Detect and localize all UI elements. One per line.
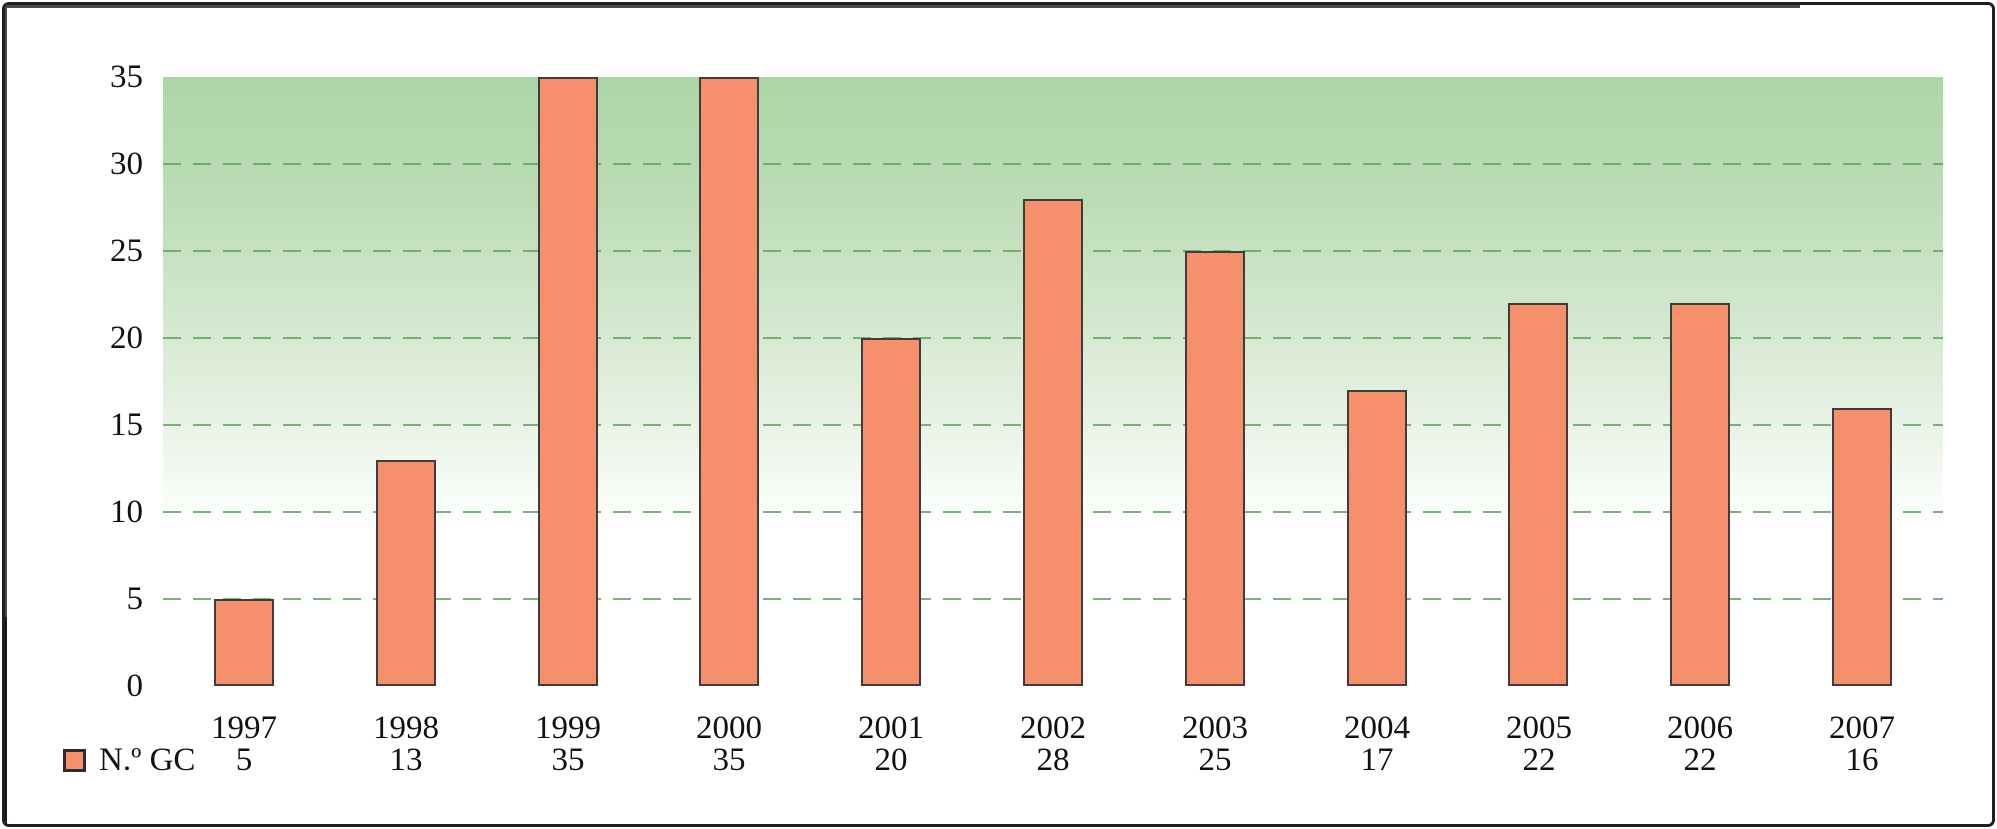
y-axis-label-25: 25 bbox=[110, 233, 143, 269]
x-axis-label-2001: 2001 bbox=[858, 710, 924, 746]
gridline-30 bbox=[163, 163, 1943, 165]
x-axis-label-2006: 2006 bbox=[1667, 710, 1733, 746]
y-axis-label-20: 20 bbox=[110, 320, 143, 356]
bar-1999 bbox=[538, 77, 598, 686]
bar-2004 bbox=[1347, 390, 1407, 686]
bar-2001 bbox=[861, 338, 921, 686]
legend-label: N.º GC bbox=[99, 742, 196, 778]
value-label-2001: 20 bbox=[874, 742, 908, 778]
bar-2003 bbox=[1185, 251, 1245, 686]
x-axis-label-2007: 2007 bbox=[1829, 710, 1895, 746]
y-axis-line bbox=[5, 617, 7, 824]
y-axis-label-10: 10 bbox=[110, 494, 143, 530]
value-label-1998: 13 bbox=[389, 742, 423, 778]
bar-1997 bbox=[214, 599, 274, 686]
bar-2006 bbox=[1670, 303, 1730, 686]
value-label-2006: 22 bbox=[1683, 742, 1717, 778]
x-axis-label-2004: 2004 bbox=[1344, 710, 1410, 746]
value-label-2000: 35 bbox=[712, 742, 746, 778]
bar-2002 bbox=[1023, 199, 1083, 686]
y-axis-label-0: 0 bbox=[126, 668, 144, 704]
value-label-1997: 5 bbox=[235, 742, 253, 778]
legend-swatch bbox=[63, 748, 86, 772]
y-axis-label-5: 5 bbox=[126, 581, 144, 617]
plot-border-right bbox=[5, 8, 7, 617]
plot-border-top bbox=[5, 5, 1800, 8]
x-axis-label-1998: 1998 bbox=[373, 710, 439, 746]
x-axis-label-1999: 1999 bbox=[535, 710, 601, 746]
y-axis-label-35: 35 bbox=[110, 59, 143, 95]
x-axis-label-2005: 2005 bbox=[1506, 710, 1572, 746]
value-label-2005: 22 bbox=[1522, 742, 1556, 778]
y-axis-label-15: 15 bbox=[110, 407, 143, 443]
bar-2005 bbox=[1508, 303, 1568, 686]
y-axis-label-30: 30 bbox=[110, 146, 143, 182]
value-label-2004: 17 bbox=[1360, 742, 1394, 778]
x-axis-label-1997: 1997 bbox=[211, 710, 277, 746]
bar-1998 bbox=[376, 460, 436, 686]
bar-2000 bbox=[699, 77, 759, 686]
legend: N.º GC bbox=[63, 742, 195, 778]
value-label-1999: 35 bbox=[551, 742, 585, 778]
x-axis-label-2002: 2002 bbox=[1020, 710, 1086, 746]
x-axis-label-2003: 2003 bbox=[1182, 710, 1248, 746]
x-axis-label-2000: 2000 bbox=[696, 710, 762, 746]
bar-2007 bbox=[1832, 408, 1892, 686]
value-label-2002: 28 bbox=[1036, 742, 1070, 778]
value-label-2003: 25 bbox=[1198, 742, 1232, 778]
value-label-2007: 16 bbox=[1845, 742, 1879, 778]
